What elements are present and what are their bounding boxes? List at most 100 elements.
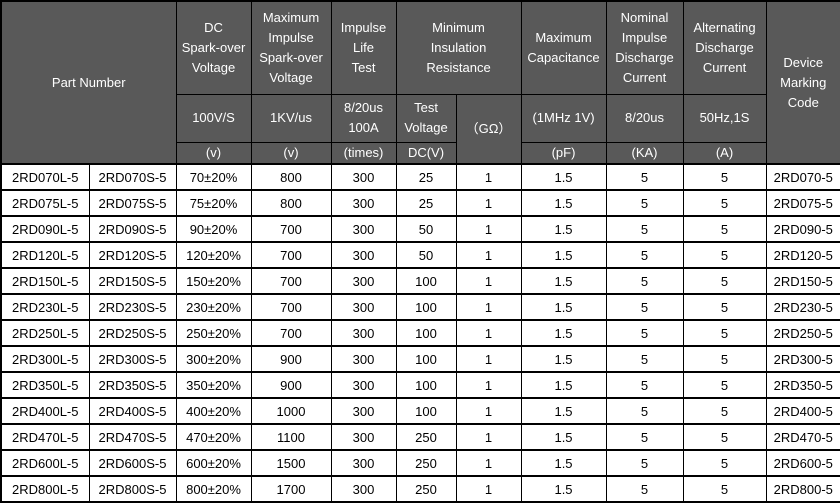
table-row: 2RD120L-5 2RD120S-5 120±20% 700 300 50 1 1.5 5 5 2… — [0, 241, 840, 269]
cell-a: 5 — [682, 475, 767, 503]
cell-impulse: 1000 — [250, 397, 332, 425]
table-row: 2RD090L-5 2RD090S-5 90±20% 700 300 50 1 1.5 5 5 2R… — [0, 215, 840, 243]
cell-part_s: 2RD300S-5 — [88, 345, 177, 373]
cell-code: 2RD075-5 — [765, 189, 840, 217]
cell-code: 2RD090-5 — [765, 215, 840, 243]
cell-dc: 300±20% — [175, 345, 252, 373]
header-row-units: (v) (v) (times) DC(V) (pF) (KA) (A) — [1, 141, 840, 165]
cell-life: 300 — [330, 267, 397, 295]
cell-a: 5 — [682, 189, 767, 217]
cell-code: 2RD230-5 — [765, 293, 840, 321]
cell-cap: 1.5 — [520, 397, 607, 425]
cell-test_v: 100 — [395, 345, 457, 373]
cell-code: 2RD250-5 — [765, 319, 840, 347]
cell-ka: 5 — [605, 345, 684, 373]
cell-cap: 1.5 — [520, 215, 607, 243]
cell-code: 2RD300-5 — [765, 345, 840, 373]
table-header: Part Number DC Spark-over Voltage Maximu… — [0, 0, 840, 165]
cell-dc: 70±20% — [175, 163, 252, 191]
cell-dc: 90±20% — [175, 215, 252, 243]
cell-code: 2RD600-5 — [765, 449, 840, 477]
cell-dc: 75±20% — [175, 189, 252, 217]
table-row: 2RD400L-5 2RD400S-5 400±20% 1000 300 100 1 1.5 5… — [0, 397, 840, 425]
cell-code: 2RD470-5 — [765, 423, 840, 451]
cell-ka: 5 — [605, 475, 684, 503]
cell-a: 5 — [682, 319, 767, 347]
cell-part_s: 2RD800S-5 — [88, 475, 177, 503]
table-row: 2RD070L-5 2RD070S-5 70±20% 800 300 25 1 1.5 5 5 2R… — [0, 163, 840, 191]
cell-ka: 5 — [605, 293, 684, 321]
header-alternating-discharge-title: Alternating Discharge Current — [682, 0, 767, 95]
cell-test_v: 25 — [395, 189, 457, 217]
cell-impulse: 1700 — [250, 475, 332, 503]
cell-cap: 1.5 — [520, 163, 607, 191]
header-insulation-title: Minimum Insulation Resistance — [395, 0, 522, 95]
cell-code: 2RD400-5 — [765, 397, 840, 425]
header-dc-sparkover-condition: 100V/S — [175, 93, 252, 143]
cell-impulse: 900 — [250, 371, 332, 399]
cell-part_l: 2RD070L-5 — [0, 163, 90, 191]
cell-life: 300 — [330, 163, 397, 191]
cell-cap: 1.5 — [520, 319, 607, 347]
cell-test_v: 50 — [395, 241, 457, 269]
cell-gohm: 1 — [455, 267, 522, 295]
cell-part_s: 2RD090S-5 — [88, 215, 177, 243]
cell-life: 300 — [330, 345, 397, 373]
cell-impulse: 700 — [250, 293, 332, 321]
cell-a: 5 — [682, 397, 767, 425]
cell-cap: 1.5 — [520, 189, 607, 217]
cell-dc: 400±20% — [175, 397, 252, 425]
cell-impulse: 700 — [250, 319, 332, 347]
header-dc-sparkover-unit: (v) — [175, 141, 252, 165]
header-alternating-discharge-unit: (A) — [682, 141, 767, 165]
cell-dc: 120±20% — [175, 241, 252, 269]
cell-ka: 5 — [605, 319, 684, 347]
cell-ka: 5 — [605, 397, 684, 425]
header-impulse-life-title: Impulse Life Test — [330, 0, 397, 95]
header-alternating-discharge-condition: 50Hz,1S — [682, 93, 767, 143]
header-impulse-life-condition: 8/20us 100A — [330, 93, 397, 143]
cell-impulse: 700 — [250, 215, 332, 243]
cell-part_l: 2RD120L-5 — [0, 241, 90, 269]
cell-part_s: 2RD230S-5 — [88, 293, 177, 321]
cell-part_s: 2RD350S-5 — [88, 371, 177, 399]
header-max-impulse-unit: (v) — [250, 141, 332, 165]
cell-part_l: 2RD230L-5 — [0, 293, 90, 321]
cell-ka: 5 — [605, 215, 684, 243]
cell-a: 5 — [682, 449, 767, 477]
cell-a: 5 — [682, 371, 767, 399]
cell-gohm: 1 — [455, 215, 522, 243]
cell-impulse: 800 — [250, 189, 332, 217]
cell-test_v: 250 — [395, 423, 457, 451]
cell-gohm: 1 — [455, 397, 522, 425]
cell-a: 5 — [682, 293, 767, 321]
table-row: 2RD350L-5 2RD350S-5 350±20% 900 300 100 1 1.5 5 5… — [0, 371, 840, 399]
table-row: 2RD250L-5 2RD250S-5 250±20% 700 300 100 1 1.5 5 5… — [0, 319, 840, 347]
cell-cap: 1.5 — [520, 345, 607, 373]
table-row: 2RD150L-5 2RD150S-5 150±20% 700 300 100 1 1.5 5 5… — [0, 267, 840, 295]
cell-gohm: 1 — [455, 475, 522, 503]
header-part-number: Part Number — [0, 0, 177, 165]
cell-test_v: 100 — [395, 267, 457, 295]
header-impulse-life-unit: (times) — [330, 141, 397, 165]
cell-a: 5 — [682, 163, 767, 191]
cell-part_l: 2RD600L-5 — [0, 449, 90, 477]
cell-cap: 1.5 — [520, 371, 607, 399]
cell-a: 5 — [682, 215, 767, 243]
cell-life: 300 — [330, 449, 397, 477]
table-row: 2RD075L-5 2RD075S-5 75±20% 800 300 25 1 1.5 5 5 2R… — [0, 189, 840, 217]
cell-code: 2RD120-5 — [765, 241, 840, 269]
table-row: 2RD300L-5 2RD300S-5 300±20% 900 300 100 1 1.5 5 5… — [0, 345, 840, 373]
cell-a: 5 — [682, 423, 767, 451]
cell-part_l: 2RD470L-5 — [0, 423, 90, 451]
cell-gohm: 1 — [455, 371, 522, 399]
cell-impulse: 1100 — [250, 423, 332, 451]
cell-test_v: 250 — [395, 449, 457, 477]
header-max-impulse-condition: 1KV/us — [250, 93, 332, 143]
header-max-impulse-title: Maximum Impulse Spark-over Voltage — [250, 0, 332, 95]
cell-part_s: 2RD250S-5 — [88, 319, 177, 347]
cell-ka: 5 — [605, 189, 684, 217]
cell-cap: 1.5 — [520, 267, 607, 295]
cell-part_l: 2RD800L-5 — [0, 475, 90, 503]
